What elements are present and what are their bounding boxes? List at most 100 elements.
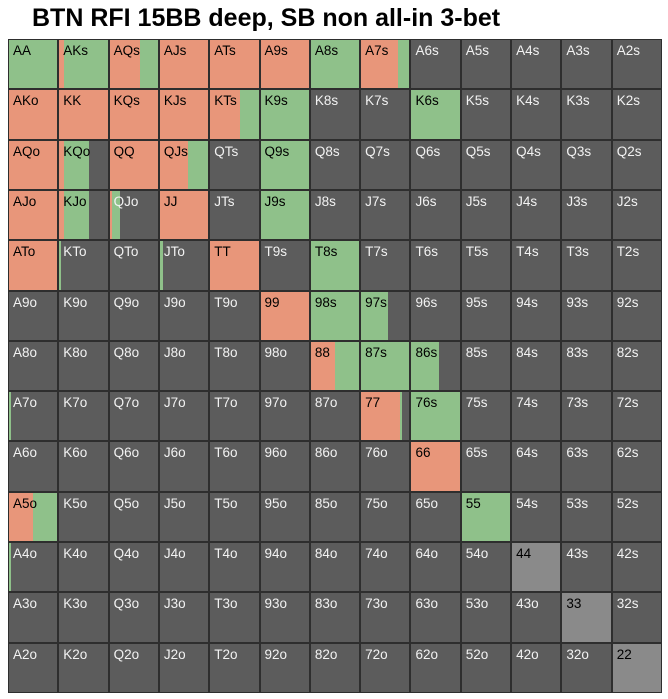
hand-label: 87s: [365, 344, 387, 360]
hand-label: 53o: [465, 596, 489, 612]
hand-label: T5s: [465, 244, 489, 260]
hand-cell-Q4s: Q4s: [511, 139, 562, 190]
raise_allin-segment: [210, 40, 259, 89]
raise_allin-segment: [9, 492, 34, 542]
hand-label: 95o: [264, 495, 288, 511]
hand-cell-T6s: T6s: [410, 240, 461, 291]
hand-cell-92s: 92s: [611, 290, 662, 341]
hand-cell-97s: 97s: [360, 290, 411, 341]
hand-cell-J3s: J3s: [561, 189, 612, 241]
hand-label: QJo: [113, 193, 139, 209]
hand-label: T2s: [616, 244, 640, 260]
call-segment: [399, 392, 402, 441]
hand-cell-44: 44: [511, 542, 562, 593]
call-segment: [59, 241, 62, 290]
hand-cell-T9s: T9s: [259, 240, 310, 291]
raise_allin-segment: [210, 90, 241, 139]
hand-cell-73o: 73o: [360, 592, 411, 643]
hand-cell-Q6s: Q6s: [410, 139, 461, 190]
hand-cell-32o: 32o: [561, 642, 612, 693]
hand-label: QQ: [113, 143, 135, 159]
hand-label: Q2o: [113, 646, 140, 662]
hand-label: Q7o: [113, 395, 140, 411]
hand-cell-82s: 82s: [611, 340, 662, 392]
hand-cell-88: 88: [309, 340, 361, 392]
hand-cell-A4s: A4s: [511, 39, 562, 90]
hand-cell-A5o: A5o: [8, 491, 59, 543]
hand-range-grid: AA AKs AQs AJs ATs A9s A8s A7s A6s A5s A4s A3s A2s AK…: [8, 39, 662, 693]
hand-cell-KTo: KTo: [58, 240, 109, 291]
hand-cell-43o: 43o: [511, 592, 562, 643]
hand-cell-T9o: T9o: [209, 290, 260, 341]
hand-cell-J6o: J6o: [158, 441, 210, 492]
hand-label: AJo: [13, 193, 37, 209]
hand-label: K8s: [314, 93, 339, 109]
hand-cell-K2s: K2s: [611, 89, 662, 140]
hand-cell-T3o: T3o: [209, 592, 260, 643]
hand-cell-Q9s: Q9s: [259, 139, 310, 190]
hand-cell-Q4o: Q4o: [108, 542, 159, 593]
hand-cell-J9o: J9o: [158, 290, 210, 341]
call-segment: [9, 392, 11, 441]
hand-label: 82o: [314, 646, 338, 662]
hand-label: T8o: [214, 344, 238, 360]
hand-label: 32o: [566, 646, 589, 662]
hand-cell-KQs: KQs: [108, 89, 159, 140]
hand-label: 42o: [516, 646, 539, 662]
hand-label: A5o: [13, 495, 38, 511]
hand-label: 98s: [314, 294, 337, 310]
hand-cell-AKs: AKs: [58, 39, 109, 90]
hand-label: T8s: [314, 244, 338, 260]
hand-label: T4o: [214, 546, 238, 562]
hand-label: AA: [13, 43, 32, 58]
hand-cell-T2s: T2s: [611, 240, 662, 291]
hand-cell-K3s: K3s: [561, 89, 612, 140]
hand-cell-65o: 65o: [410, 491, 461, 543]
call-segment: [411, 341, 440, 391]
hand-cell-ATs: ATs: [209, 39, 260, 90]
hand-label: 88: [314, 344, 330, 360]
hand-label: T9o: [214, 294, 238, 310]
hand-cell-85s: 85s: [460, 340, 512, 392]
hand-cell-74o: 74o: [360, 542, 411, 593]
hand-label: 43o: [516, 596, 539, 612]
hand-label: J6o: [163, 445, 186, 461]
hand-label: J5s: [465, 193, 487, 209]
hand-cell-75o: 75o: [360, 491, 411, 543]
hand-label: 72s: [616, 395, 639, 411]
hand-cell-K5o: K5o: [58, 491, 109, 543]
hand-cell-93s: 93s: [561, 290, 612, 341]
hand-label: K7s: [365, 93, 389, 109]
hand-label: Q9o: [113, 294, 140, 310]
hand-label: 65s: [465, 445, 488, 461]
hand-label: KK: [63, 93, 82, 109]
hand-cell-54s: 54s: [511, 491, 562, 543]
hand-label: K4o: [63, 546, 88, 562]
hand-cell-96s: 96s: [410, 290, 461, 341]
hand-label: 52s: [616, 495, 639, 511]
hand-label: J3s: [566, 193, 588, 209]
hand-cell-95o: 95o: [259, 491, 310, 543]
hand-cell-Q6o: Q6o: [108, 441, 159, 492]
hand-cell-J7o: J7o: [158, 391, 210, 442]
hand-cell-53s: 53s: [561, 491, 612, 543]
hand-cell-66: 66: [410, 441, 461, 492]
hand-cell-64s: 64s: [511, 441, 562, 492]
hand-cell-96o: 96o: [259, 441, 310, 492]
hand-label: 64o: [415, 546, 438, 562]
hand-label: J6s: [415, 193, 437, 209]
hand-cell-TT: TT: [209, 240, 260, 291]
hand-label: T5o: [214, 495, 238, 511]
hand-cell-93o: 93o: [259, 592, 310, 643]
raise_allin-segment: [59, 190, 65, 240]
hand-label: 83o: [314, 596, 338, 612]
hand-cell-J2s: J2s: [611, 189, 662, 241]
hand-cell-J4s: J4s: [511, 189, 562, 241]
hand-label: 75o: [365, 495, 388, 511]
raise_allin-segment: [109, 190, 112, 240]
raise_allin-segment: [260, 291, 309, 340]
hand-label: J7o: [163, 395, 186, 411]
hand-cell-JJ: JJ: [158, 189, 210, 241]
hand-label: 98o: [264, 344, 288, 360]
hand-label: J2o: [163, 646, 186, 662]
